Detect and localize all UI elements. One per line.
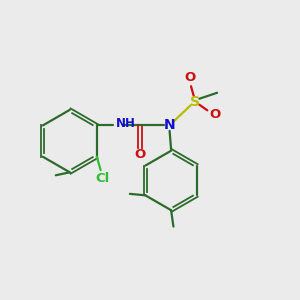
Text: O: O [185,71,196,84]
Text: S: S [190,95,200,109]
Text: NH: NH [116,117,135,130]
Text: O: O [209,108,220,121]
Text: Cl: Cl [96,172,110,185]
Text: O: O [134,148,146,161]
Text: N: N [164,118,176,133]
